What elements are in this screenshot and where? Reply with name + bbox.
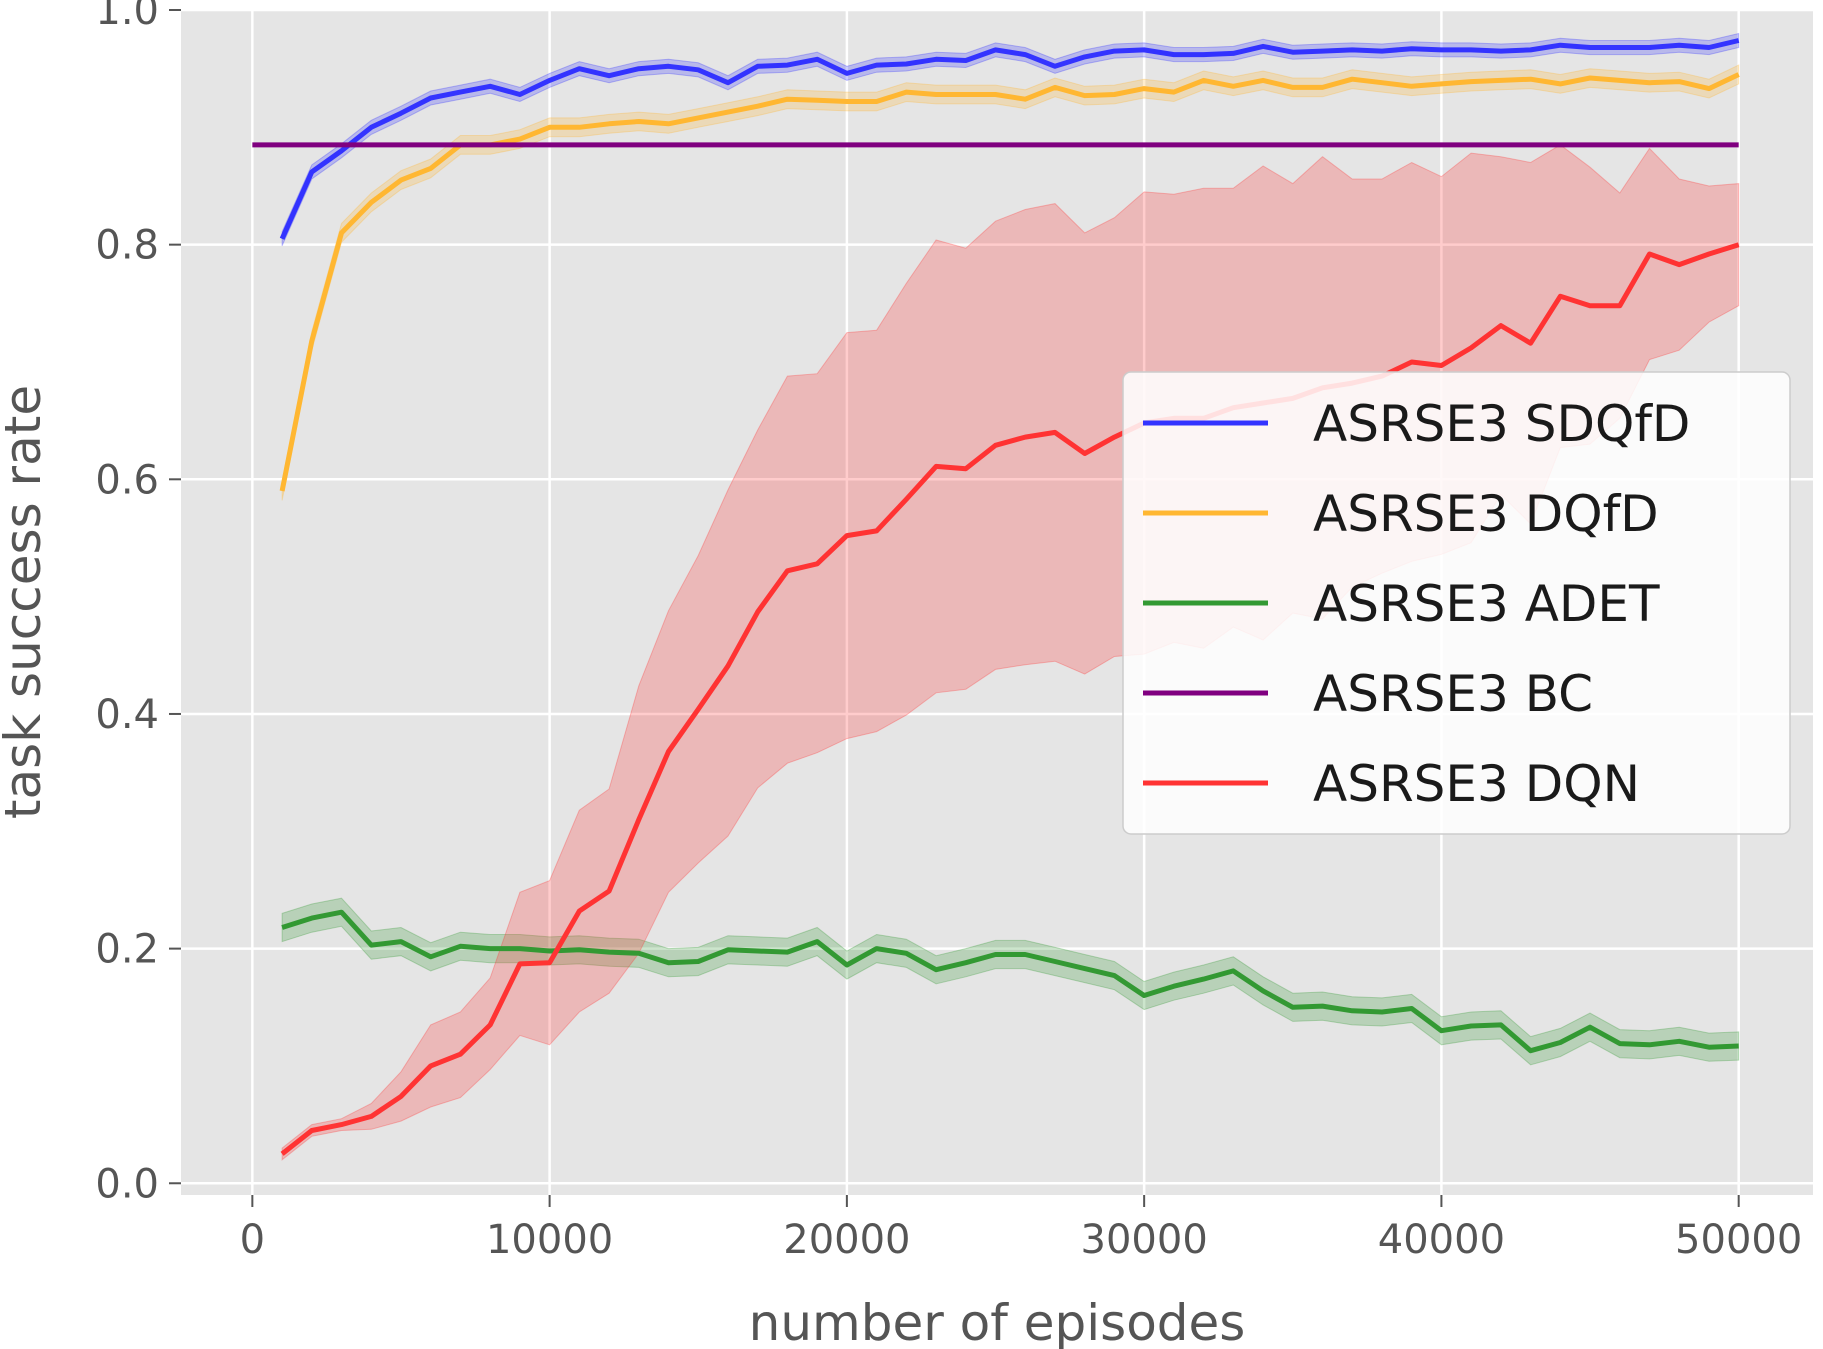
y-tick-label: 0.8 <box>95 223 159 269</box>
series-lines <box>252 38 1740 1156</box>
x-tick-label: 20000 <box>783 1217 910 1263</box>
legend-label-asrse3-adet: ASRSE3 ADET <box>1313 575 1660 633</box>
y-tick-label: 0.4 <box>95 692 159 738</box>
confidence-band-asrse3-dqfd <box>281 64 1740 501</box>
legend-label-asrse3-bc: ASRSE3 BC <box>1313 665 1593 723</box>
legend: ASRSE3 SDQfD ASRSE3 DQfD ASRSE3 ADET ASRSE3… <box>1122 371 1791 835</box>
y-tick-label: 1.0 <box>95 0 159 34</box>
legend-box <box>1122 371 1791 835</box>
legend-label-asrse3-dqfd: ASRSE3 DQfD <box>1313 485 1659 543</box>
y-tick-label: 0.0 <box>95 1161 159 1207</box>
y-tick-label: 0.2 <box>95 927 159 973</box>
series-line-asrse3-adet <box>281 909 1739 1054</box>
x-tick-label: 50000 <box>1675 1217 1802 1263</box>
series-line-asrse3-dqn <box>280 242 1740 1156</box>
series-line-asrse3-dqfd <box>279 72 1740 492</box>
x-tick-label: 30000 <box>1081 1217 1208 1263</box>
y-tick-label: 0.6 <box>95 457 159 503</box>
legend-label-asrse3-sdqfd: ASRSE3 SDQfD <box>1313 395 1690 453</box>
x-axis-title: number of episodes <box>749 1294 1246 1349</box>
y-axis-title: task success rate <box>0 385 52 819</box>
legend-label-asrse3-dqn: ASRSE3 DQN <box>1313 755 1640 813</box>
x-tick-label: 10000 <box>486 1217 613 1263</box>
series-line-asrse3-sdqfd <box>279 38 1740 240</box>
x-tick-label: 40000 <box>1378 1217 1505 1263</box>
confidence-band-asrse3-adet <box>281 897 1740 1066</box>
axis-ticks: 0 10000 20000 30000 40000 50000 0.0 0.2 0.4 0.6 0.… <box>95 0 1802 1263</box>
confidence-band-asrse3-sdqfd <box>281 32 1740 247</box>
x-tick-label: 0 <box>240 1217 265 1263</box>
